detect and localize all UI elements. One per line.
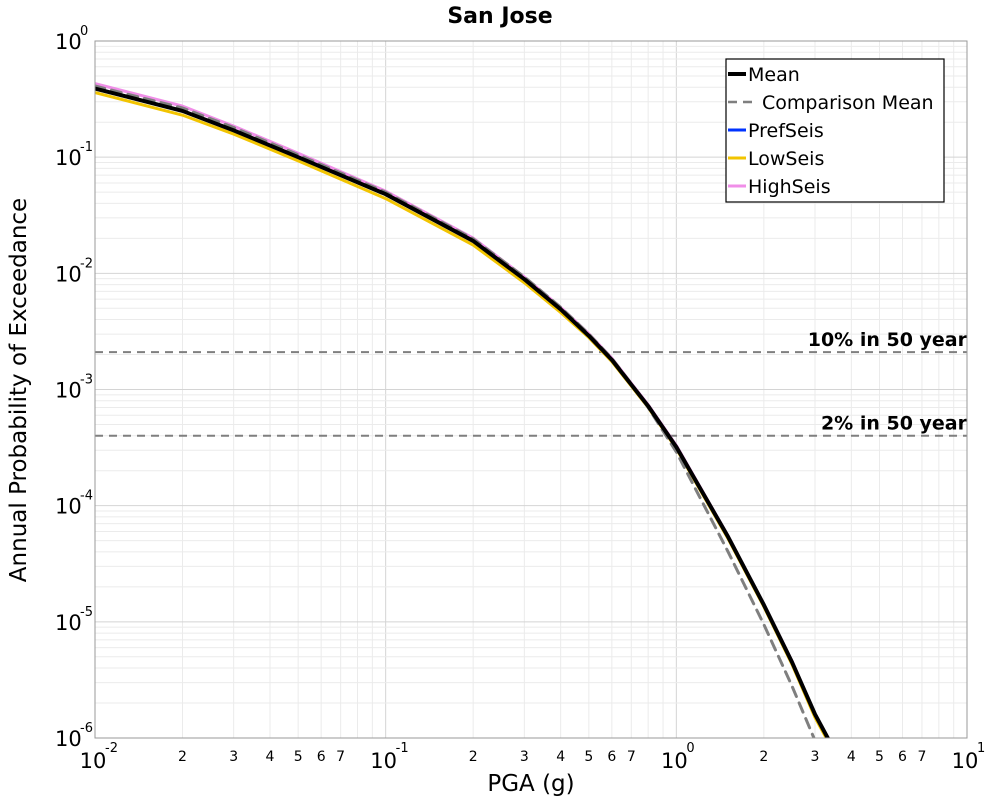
reference-line-label: 10% in 50 year bbox=[808, 329, 968, 351]
y-tick-exponent: -4 bbox=[80, 489, 93, 504]
x-minor-tick-label: 3 bbox=[811, 749, 820, 765]
legend-box bbox=[725, 58, 945, 203]
x-minor-tick-label: 2 bbox=[469, 749, 478, 765]
x-minor-tick-label: 5 bbox=[294, 749, 303, 765]
plot-frame bbox=[94, 40, 968, 739]
x-tick-base: 10 bbox=[80, 749, 107, 773]
x-tick-exponent: 0 bbox=[686, 741, 694, 756]
x-tick-label: 101 bbox=[952, 741, 986, 773]
y-tick-label: 100 bbox=[55, 24, 88, 54]
x-minor-tick-label: 7 bbox=[336, 749, 345, 765]
reference-lines: 10% in 50 year 2% in 50 year bbox=[95, 329, 968, 437]
y-tick-base: 10 bbox=[55, 611, 82, 635]
y-tick-label: 10-5 bbox=[55, 605, 93, 635]
x-minor-tick-label: 7 bbox=[918, 749, 927, 765]
x-tick-base: 10 bbox=[952, 749, 979, 773]
legend-label: Comparison Mean bbox=[762, 92, 934, 114]
x-minor-tick-label: 6 bbox=[898, 749, 907, 765]
legend-label: HighSeis bbox=[748, 176, 831, 198]
x-minor-tick-label: 3 bbox=[229, 749, 238, 765]
series-line-comparison-mean bbox=[95, 84, 816, 738]
x-minor-tick-label: 3 bbox=[520, 749, 529, 765]
y-tick-label: 10-3 bbox=[55, 373, 93, 403]
y-tick-base: 10 bbox=[55, 30, 82, 54]
plot-series bbox=[95, 82, 831, 738]
x-minor-tick-label: 4 bbox=[847, 749, 856, 765]
y-tick-base: 10 bbox=[55, 262, 82, 286]
x-tick-exponent: -2 bbox=[105, 741, 118, 756]
x-minor-tick-label: 2 bbox=[759, 749, 768, 765]
x-axis-label: PGA (g) bbox=[487, 771, 574, 797]
y-tick-label: 10-6 bbox=[55, 721, 93, 751]
y-tick-exponent: -1 bbox=[80, 140, 93, 155]
legend: Mean Comparison Mean PrefSeis LowSeis HighSe… bbox=[725, 58, 945, 203]
x-minor-tick-label: 6 bbox=[317, 749, 326, 765]
x-minor-tick-label: 6 bbox=[607, 749, 616, 765]
x-minor-tick-label: 5 bbox=[875, 749, 884, 765]
x-minor-tick-label: 5 bbox=[584, 749, 593, 765]
legend-label: LowSeis bbox=[748, 148, 824, 170]
y-tick-exponent: -2 bbox=[80, 256, 93, 271]
legend-label: PrefSeis bbox=[748, 120, 824, 142]
x-tick-label: 100 bbox=[661, 741, 695, 773]
reference-line-label: 2% in 50 year bbox=[821, 413, 968, 435]
y-axis-label: Annual Probability of Exceedance bbox=[6, 198, 32, 582]
x-minor-tick-label: 7 bbox=[627, 749, 636, 765]
legend-label: Mean bbox=[748, 64, 800, 86]
x-minor-tick-label: 2 bbox=[178, 749, 187, 765]
y-tick-base: 10 bbox=[55, 495, 82, 519]
chart-title: San Jose bbox=[447, 4, 552, 29]
y-tick-base: 10 bbox=[55, 146, 82, 170]
y-tick-label: 10-1 bbox=[55, 140, 93, 170]
y-tick-base: 10 bbox=[55, 379, 82, 403]
x-minor-tick-label: 4 bbox=[556, 749, 565, 765]
series-line-mean bbox=[95, 86, 831, 738]
x-tick-label: 10-2 bbox=[80, 741, 118, 773]
x-minor-tick-label: 4 bbox=[266, 749, 275, 765]
y-tick-label: 10-2 bbox=[55, 256, 93, 286]
x-tick-exponent: -1 bbox=[396, 741, 409, 756]
y-tick-label: 10-4 bbox=[55, 489, 93, 519]
x-tick-base: 10 bbox=[661, 749, 688, 773]
y-tick-exponent: 0 bbox=[80, 24, 88, 39]
y-tick-exponent: -5 bbox=[80, 605, 93, 620]
y-tick-exponent: -6 bbox=[80, 721, 93, 736]
x-tick-exponent: 1 bbox=[977, 741, 985, 756]
x-tick-base: 10 bbox=[370, 749, 397, 773]
grid bbox=[94, 41, 967, 739]
x-tick-label: 10-1 bbox=[370, 741, 408, 773]
y-tick-base: 10 bbox=[55, 727, 82, 751]
y-tick-exponent: -3 bbox=[80, 373, 93, 388]
